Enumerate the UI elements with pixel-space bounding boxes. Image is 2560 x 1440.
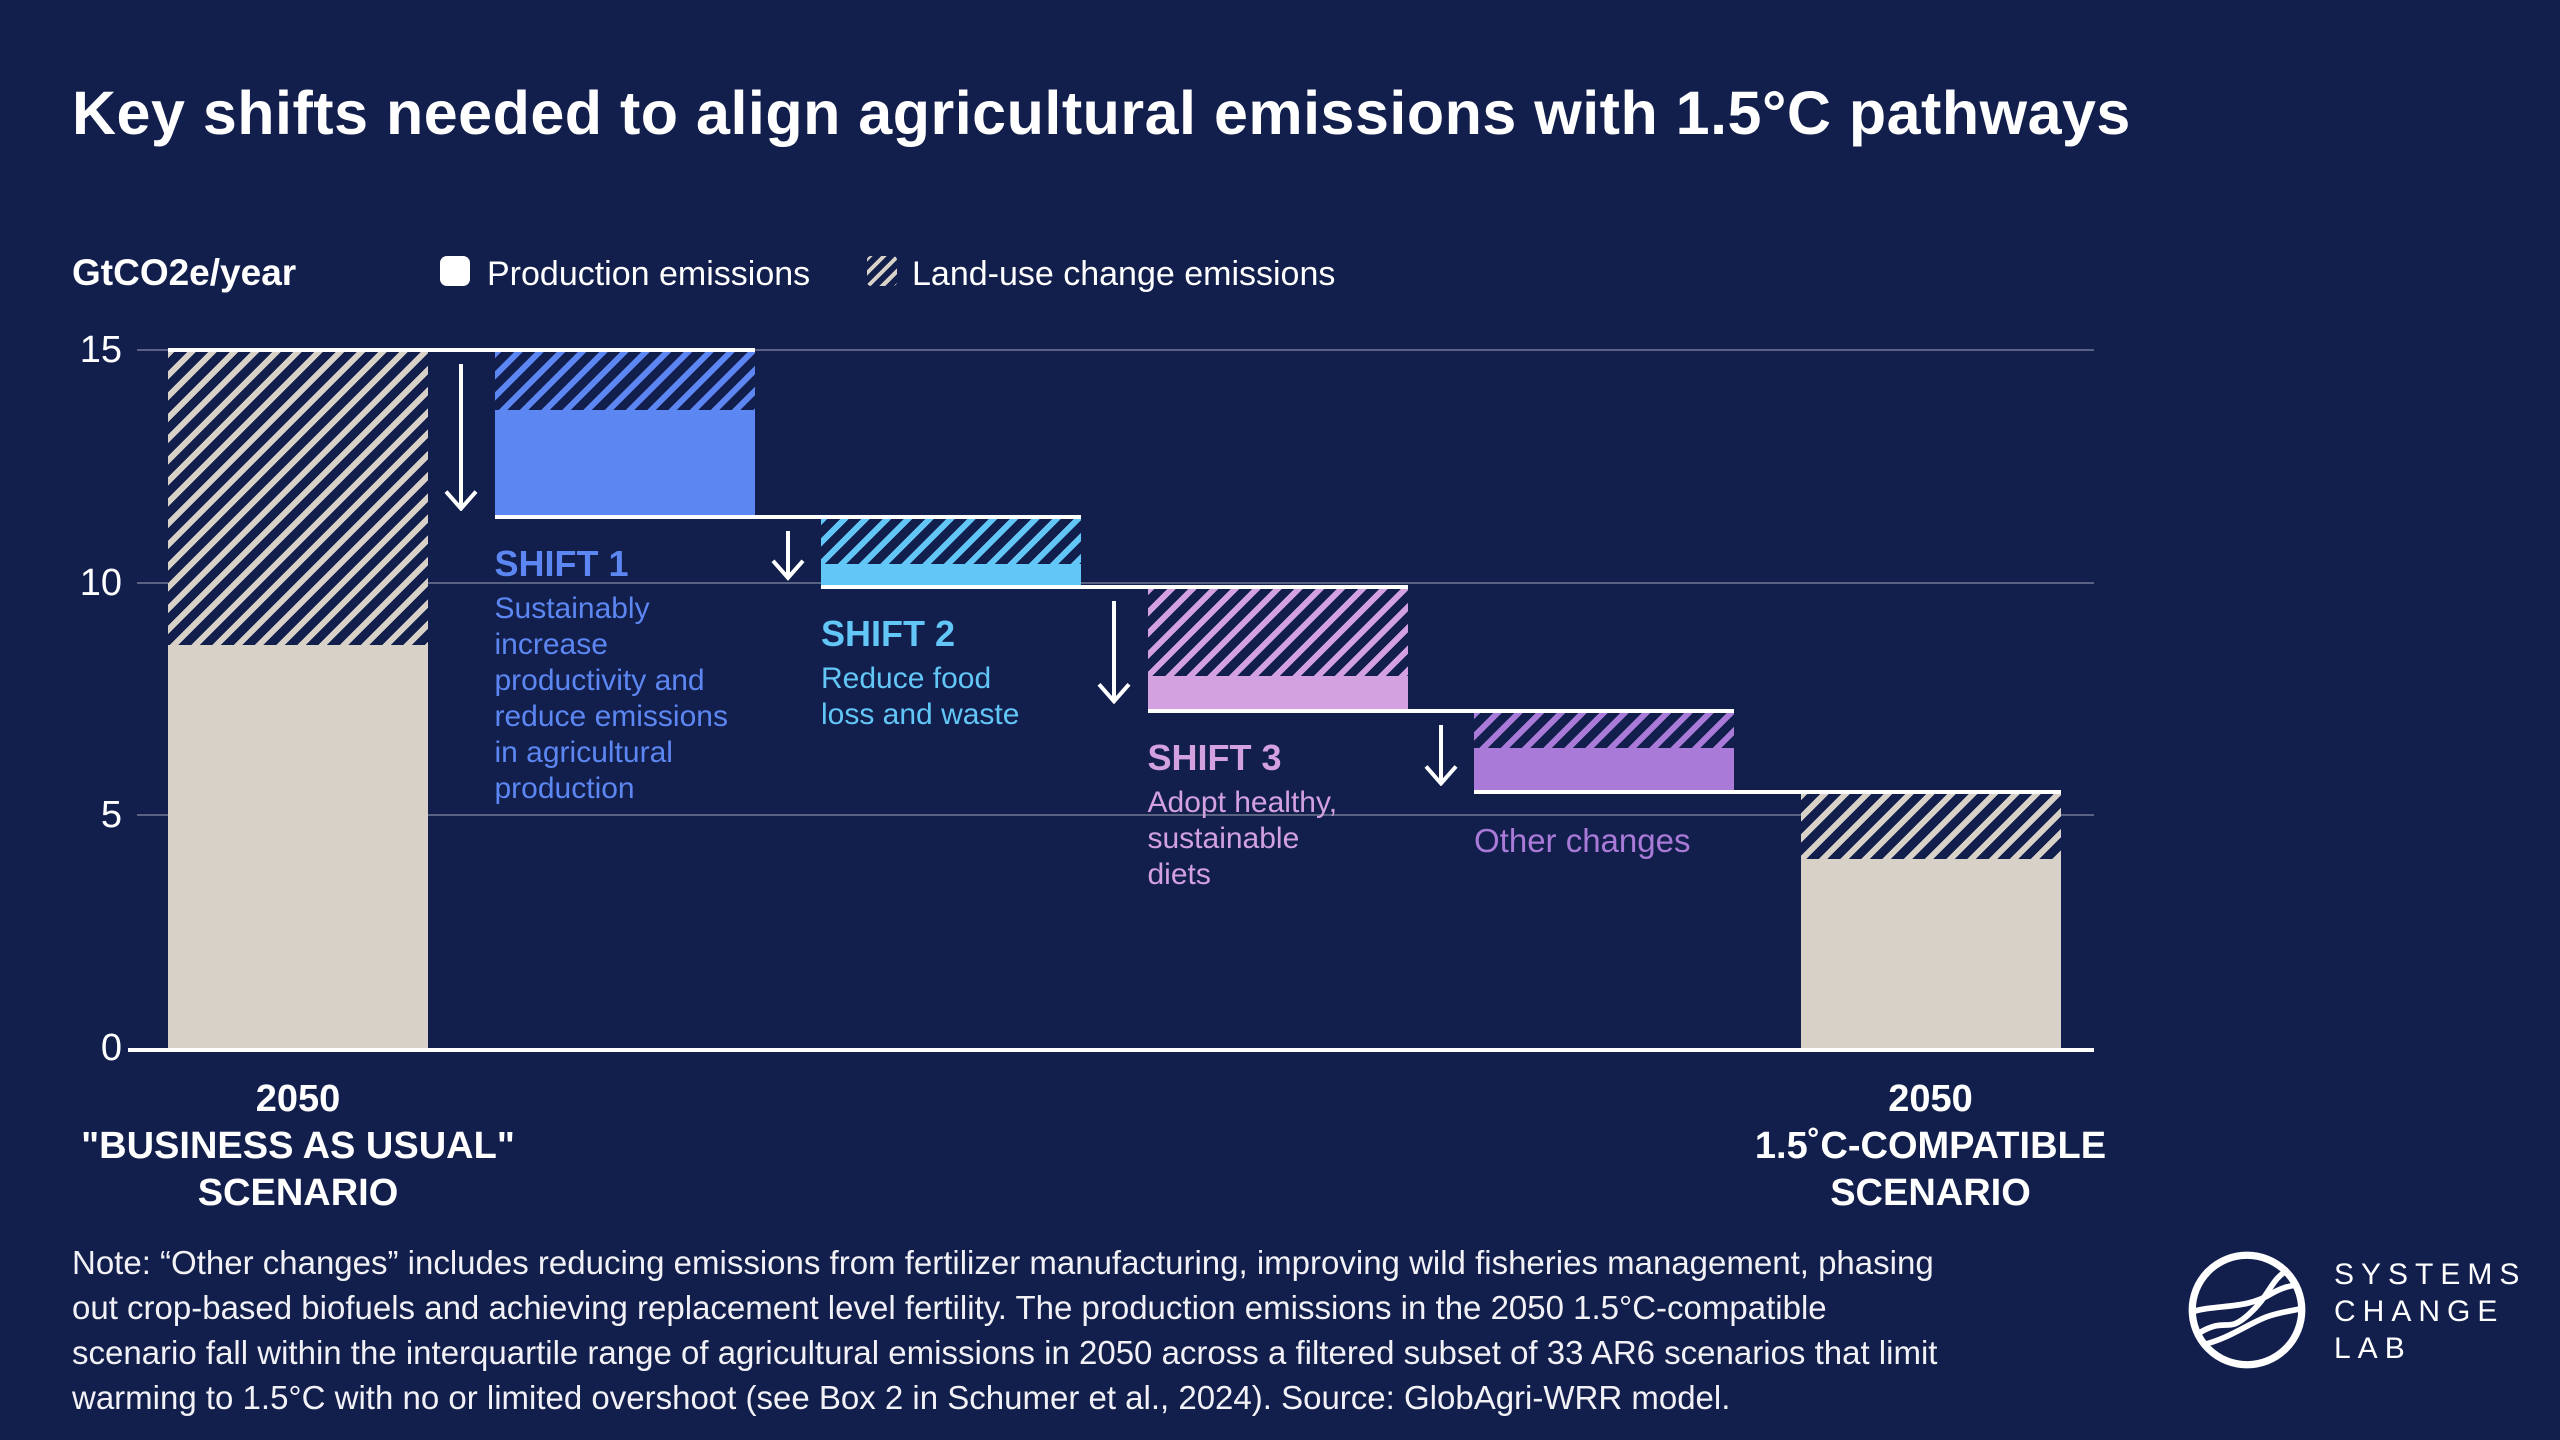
bar-segment-production	[1147, 675, 1408, 711]
brand-logo	[2185, 1248, 2309, 1377]
y-gridline	[137, 348, 2094, 351]
bar-segment-land-use-change	[1147, 587, 1408, 676]
bar-segment-land-use-change	[168, 349, 428, 646]
shift-title: SHIFT 3	[1147, 736, 1282, 778]
y-tick-label: 15	[79, 328, 122, 371]
down-arrow-icon	[437, 363, 485, 512]
bar-segment-production	[168, 645, 428, 1048]
step-connector	[494, 515, 1081, 520]
shift-title: SHIFT 1	[494, 543, 629, 585]
legend-label-land-use: Land-use change emissions	[912, 255, 1336, 293]
category-label: 2050 1.5˚C-COMPATIBLE SCENARIO	[1754, 1078, 2107, 1214]
y-tick-label: 0	[100, 1027, 122, 1069]
bar-segment-production	[1800, 859, 2061, 1048]
globe-logo-icon	[2188, 1251, 2306, 1369]
bar-segment-production	[1474, 747, 1734, 792]
page-title: Key shifts needed to align agricultural …	[72, 79, 2131, 147]
shift-description: Adopt healthy, sustainable diets	[1147, 785, 1338, 891]
down-arrow-icon	[1417, 724, 1465, 786]
bar-segment-production	[494, 410, 755, 518]
down-arrow-icon	[1090, 601, 1138, 705]
bar-segment-land-use-change	[821, 517, 1081, 564]
brand-name: SYSTEMS CHANGE LAB	[2334, 1258, 2527, 1365]
step-connector	[1147, 708, 1734, 713]
legend-label-production: Production emissions	[487, 255, 811, 293]
step-connector	[1474, 789, 2061, 794]
bar-segment-land-use-change	[1474, 710, 1734, 748]
y-gridline	[137, 581, 2094, 584]
note-text: Note: “Other changes” includes reducing …	[72, 1244, 1938, 1416]
legend-swatch-production	[440, 256, 470, 286]
other-changes-label: Other changes	[1474, 821, 1691, 859]
y-gridline	[137, 814, 2094, 817]
x-axis-line	[128, 1048, 2094, 1052]
shift-title: SHIFT 2	[821, 613, 956, 655]
shift-description: Sustainably increase productivity and re…	[494, 592, 728, 806]
bar-segment-land-use-change	[494, 349, 755, 411]
down-arrow-icon	[764, 531, 812, 582]
bar-segment-land-use-change	[1800, 791, 2061, 860]
step-connector	[821, 585, 1408, 590]
y-tick-label: 10	[79, 561, 122, 604]
shift-description: Reduce food loss and waste	[821, 662, 1020, 732]
step-connector	[168, 347, 755, 352]
y-tick-label: 5	[100, 794, 122, 837]
bar-segment-production	[821, 563, 1081, 588]
legend-swatch-land-use	[867, 256, 897, 286]
category-label: 2050 "BUSINESS AS USUAL" SCENARIO	[81, 1078, 515, 1214]
axis-unit-label: GtCO2e/year	[72, 252, 297, 293]
